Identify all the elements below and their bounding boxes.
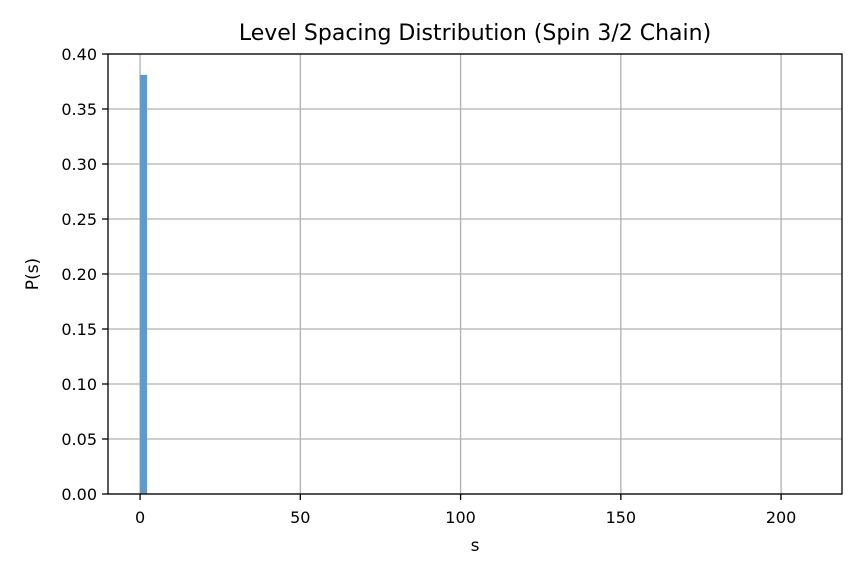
x-tick-label: 150 — [606, 508, 637, 527]
y-tick-label: 0.05 — [61, 430, 97, 449]
x-axis-label: s — [471, 536, 480, 556]
bars-layer — [140, 74, 148, 495]
y-tick-label: 0.25 — [61, 210, 97, 229]
bar — [140, 74, 148, 495]
chart-title: Level Spacing Distribution (Spin 3/2 Cha… — [239, 21, 711, 46]
x-tick-label: 100 — [445, 508, 476, 527]
y-tick-label: 0.20 — [61, 265, 97, 284]
y-tick-label: 0.15 — [61, 320, 97, 339]
y-tick-label: 0.30 — [61, 155, 97, 174]
ticks-layer: 0 50 100 150 200 0.00 0.05 0.10 0.15 0.20 0.25 0.30… — [61, 45, 796, 527]
y-tick-label: 0.40 — [61, 45, 97, 64]
x-tick-label: 200 — [766, 508, 797, 527]
y-tick-label: 0.00 — [61, 485, 97, 504]
y-tick-label: 0.10 — [61, 375, 97, 394]
grid-layer — [108, 53, 842, 495]
x-tick-label: 50 — [290, 508, 310, 527]
y-axis-label: P(s) — [23, 258, 43, 290]
y-tick-label: 0.35 — [61, 100, 97, 119]
x-tick-label: 0 — [135, 508, 145, 527]
